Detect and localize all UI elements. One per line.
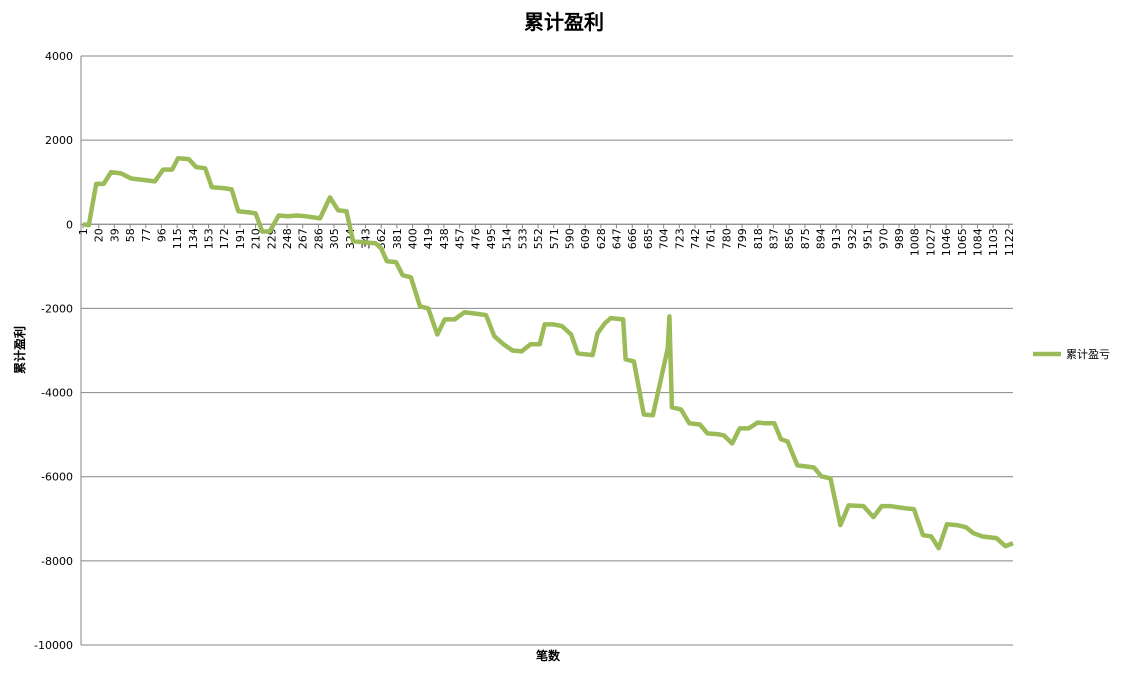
x-tick-label: 913 bbox=[830, 228, 843, 249]
x-tick-label: 552 bbox=[532, 228, 545, 249]
x-tick-label: 1027 bbox=[924, 228, 937, 256]
x-tick-label: 647 bbox=[611, 228, 624, 249]
x-tick-label: 951 bbox=[862, 228, 875, 249]
x-tick-label: 153 bbox=[203, 228, 216, 249]
x-tick-label: 761 bbox=[705, 228, 718, 249]
x-tick-label: 666 bbox=[626, 228, 639, 249]
x-tick-label: 115 bbox=[171, 228, 184, 249]
x-tick-label: 343 bbox=[359, 228, 372, 249]
x-tick-label: 1046 bbox=[940, 228, 953, 256]
x-tick-label: 267 bbox=[297, 228, 310, 249]
x-tick-label: 799 bbox=[736, 228, 749, 249]
x-tick-label: 590 bbox=[563, 228, 576, 249]
x-tick-label: 1 bbox=[77, 228, 90, 235]
y-tick-label: -2000 bbox=[41, 302, 73, 315]
x-tick-label: 248 bbox=[281, 228, 294, 249]
x-tick-label: 685 bbox=[642, 228, 655, 249]
x-tick-label: 818 bbox=[752, 228, 765, 249]
x-tick-label: 875 bbox=[799, 228, 812, 249]
x-tick-label: 571 bbox=[548, 228, 561, 249]
x-tick-label: 305 bbox=[328, 228, 341, 249]
x-tick-label: 286 bbox=[312, 228, 325, 249]
x-tick-label: 419 bbox=[422, 228, 435, 249]
x-tick-label: 20 bbox=[93, 228, 106, 242]
x-tick-label: 780 bbox=[720, 228, 733, 249]
x-tick-label: 96 bbox=[155, 228, 168, 242]
x-tick-label: 837 bbox=[767, 228, 780, 249]
x-tick-label: 381 bbox=[391, 228, 404, 249]
x-tick-label: 1122 bbox=[1003, 228, 1016, 256]
y-tick-label: -4000 bbox=[41, 387, 73, 400]
chart-title: 累计盈利 bbox=[524, 10, 604, 34]
x-tick-label: 723 bbox=[673, 228, 686, 249]
x-tick-label: 457 bbox=[454, 228, 467, 249]
x-tick-label: 1065 bbox=[956, 228, 969, 256]
x-tick-label: 172 bbox=[218, 228, 231, 249]
data-line bbox=[82, 155, 1014, 551]
x-tick-label: 210 bbox=[250, 228, 263, 249]
x-tick-label: 989 bbox=[893, 228, 906, 249]
x-tick-label: 894 bbox=[815, 228, 828, 249]
x-tick-label: 533 bbox=[516, 228, 529, 249]
x-tick-label: 742 bbox=[689, 228, 702, 249]
x-tick-label: 1103 bbox=[987, 228, 1000, 256]
x-tick-label: 438 bbox=[438, 228, 451, 249]
x-tick-label: 609 bbox=[579, 228, 592, 249]
y-tick-label: 4000 bbox=[45, 50, 73, 63]
x-tick-label: 514 bbox=[501, 228, 514, 249]
x-tick-label: 970 bbox=[877, 228, 890, 249]
y-tick-label: 2000 bbox=[45, 134, 73, 147]
y-axis-title: 累计盈利 bbox=[12, 326, 27, 374]
y-tick-label: -6000 bbox=[41, 471, 73, 484]
x-tick-label: 495 bbox=[485, 228, 498, 249]
x-tick-label: 1084 bbox=[971, 228, 984, 256]
x-tick-label: 77 bbox=[140, 228, 153, 242]
x-tick-label: 704 bbox=[658, 228, 671, 249]
x-tick-label: 39 bbox=[108, 228, 121, 242]
x-tick-label: 191 bbox=[234, 228, 247, 249]
x-tick-label: 476 bbox=[469, 228, 482, 249]
x-tick-label: 1008 bbox=[909, 228, 922, 256]
y-tick-label: -10000 bbox=[34, 639, 73, 652]
x-tick-label: 628 bbox=[595, 228, 608, 249]
x-tick-label: 58 bbox=[124, 228, 137, 242]
x-tick-label: 134 bbox=[187, 228, 200, 249]
y-tick-label: 0 bbox=[66, 218, 73, 231]
legend-label: 累计盈亏 bbox=[1066, 348, 1110, 361]
y-tick-label: -8000 bbox=[41, 555, 73, 568]
x-tick-label: 400 bbox=[407, 228, 420, 249]
x-axis-title: 笔数 bbox=[536, 648, 561, 663]
x-tick-label: 932 bbox=[846, 228, 859, 249]
x-tick-label: 856 bbox=[783, 228, 796, 249]
